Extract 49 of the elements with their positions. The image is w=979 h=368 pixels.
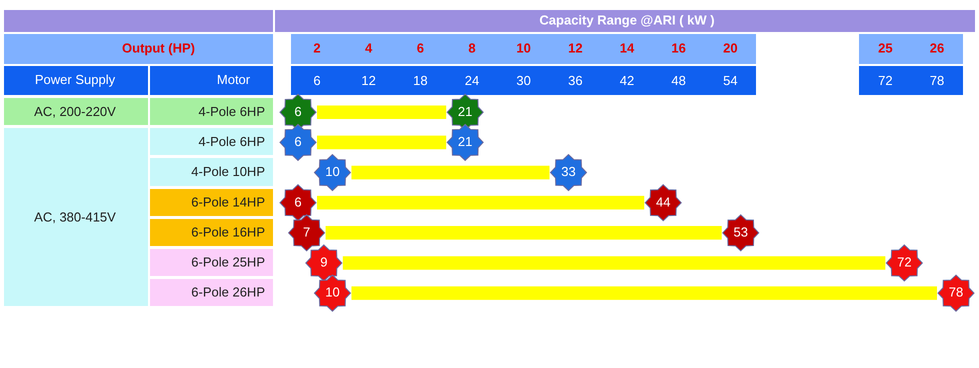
annotation: 72 xyxy=(897,254,912,270)
x-tick-label: 36 xyxy=(568,72,583,88)
annotation: 6 xyxy=(294,194,302,210)
x-tick-label: 42 xyxy=(620,72,634,88)
annotation: 33 xyxy=(561,164,576,180)
text: 20 xyxy=(723,40,738,56)
y-tick-label: 4-Pole 10HP xyxy=(191,164,265,180)
text: 14 xyxy=(620,40,635,56)
y-tick-label: 6-Pole 26HP xyxy=(191,284,265,300)
annotation: 21 xyxy=(458,134,472,149)
text: 10 xyxy=(516,40,531,56)
text: 6 xyxy=(416,40,424,56)
text: Power Supply xyxy=(34,72,116,87)
x-tick-label: 30 xyxy=(516,72,531,88)
text: 8 xyxy=(468,40,476,56)
text: 2 xyxy=(313,40,321,56)
x-tick-label: 54 xyxy=(723,72,738,88)
text: AC, 200-220V xyxy=(34,104,116,119)
x-tick-label: 72 xyxy=(878,72,893,88)
text: 4 xyxy=(365,40,374,56)
annotation: 21 xyxy=(458,104,472,119)
annotation: 44 xyxy=(656,194,670,210)
x-tick-label: 24 xyxy=(464,72,480,88)
y-tick-label: 4-Pole 6HP xyxy=(198,104,265,119)
annotation: 6 xyxy=(294,134,302,149)
y-axis-title: Motor xyxy=(216,72,251,87)
y-tick-label: 6-Pole 25HP xyxy=(191,254,265,270)
annotation: 53 xyxy=(733,224,748,240)
annotation: 78 xyxy=(948,284,964,300)
annotation: 7 xyxy=(302,224,310,240)
text: 16 xyxy=(671,40,686,56)
x-tick-label: 12 xyxy=(361,72,376,88)
x-tick-label: 18 xyxy=(413,72,428,88)
text: 26 xyxy=(930,40,944,56)
text: Output (HP) xyxy=(122,40,195,56)
annotation: 10 xyxy=(325,164,340,180)
text: AC, 380-415V xyxy=(34,209,116,224)
annotation: 10 xyxy=(325,284,340,300)
x-tick-label: 48 xyxy=(671,72,686,88)
x-axis-title: Capacity Range @ARI ( kW ) xyxy=(539,12,715,28)
x-tick-label: 6 xyxy=(313,72,321,88)
x-tick-label: 78 xyxy=(930,72,944,88)
y-tick-label: 6-Pole 16HP xyxy=(191,224,265,240)
y-tick-label: 6-Pole 14HP xyxy=(191,194,265,210)
text: 12 xyxy=(568,40,583,56)
y-tick-label: 4-Pole 6HP xyxy=(198,134,265,149)
annotation: 6 xyxy=(294,104,302,119)
text: 25 xyxy=(878,40,893,56)
annotation: 9 xyxy=(320,254,328,270)
